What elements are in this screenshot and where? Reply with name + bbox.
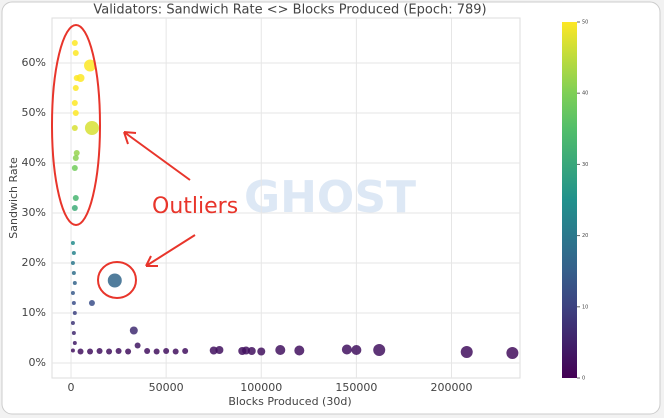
point [351, 345, 362, 355]
point [72, 110, 79, 116]
point [71, 301, 76, 305]
arrow [123, 131, 191, 181]
point [125, 348, 132, 355]
point [72, 311, 77, 315]
colorbar-tick-label: 0 [582, 376, 585, 382]
point [373, 344, 386, 356]
y-tick-label: 40% [22, 156, 46, 169]
y-tick-label: 20% [22, 256, 46, 269]
point [87, 348, 94, 355]
point [72, 341, 77, 345]
annotation: Outliers [152, 194, 238, 219]
point [107, 273, 122, 288]
point [506, 347, 519, 359]
y-tick-label: 10% [22, 306, 46, 319]
colorbar-tick-label: 30 [582, 162, 588, 168]
point [172, 348, 179, 355]
colorbar-tick-label: 10 [582, 304, 588, 310]
x-tick-label: 150000 [335, 381, 377, 394]
point [70, 261, 75, 265]
point [215, 346, 224, 354]
point [144, 348, 151, 354]
y-axis-label: Sandwich Rate [7, 157, 20, 239]
x-axis-label: Blocks Produced (30d) [228, 395, 351, 408]
point [70, 321, 75, 325]
point [71, 251, 76, 255]
highlight-ellipse [51, 24, 101, 226]
point [134, 342, 141, 349]
x-tick-label: 200000 [431, 381, 473, 394]
colorbar-tick-label: 50 [582, 20, 588, 26]
x-tick-label: 100000 [240, 381, 282, 394]
point [72, 195, 79, 201]
point [115, 348, 122, 354]
y-tick-label: 60% [22, 56, 46, 69]
point [96, 348, 103, 354]
arrow [145, 234, 196, 267]
point [84, 59, 97, 72]
x-tick-label: 50000 [149, 381, 184, 394]
y-tick-label: 50% [22, 106, 46, 119]
point [88, 300, 95, 306]
point [71, 331, 76, 335]
point [247, 347, 256, 355]
point [294, 345, 305, 356]
point [72, 155, 79, 161]
point [71, 271, 76, 275]
point [153, 348, 160, 355]
point [72, 281, 77, 285]
point [275, 345, 286, 355]
x-tick-label: 0 [68, 381, 75, 394]
point [71, 205, 78, 211]
point [71, 40, 78, 46]
plot-area [51, 17, 521, 379]
point [182, 348, 189, 354]
point [84, 121, 99, 135]
y-tick-label: 0% [29, 356, 46, 369]
watermark: GHOST [244, 172, 416, 223]
point [163, 348, 170, 354]
colorbar-tick-label: 20 [582, 233, 588, 239]
point [76, 74, 85, 82]
colorbar [562, 22, 577, 378]
point [70, 241, 75, 245]
y-tick-label: 30% [22, 206, 46, 219]
point [460, 346, 473, 358]
point [70, 291, 75, 295]
point [70, 348, 75, 353]
highlight-ellipse [97, 261, 137, 299]
point [77, 348, 84, 355]
point [71, 165, 78, 171]
point [72, 85, 79, 91]
point [73, 150, 80, 156]
point [71, 125, 78, 131]
colorbar-tick-label: 40 [582, 91, 588, 97]
point [257, 347, 266, 356]
chart-title: Validators: Sandwich Rate <> Blocks Prod… [93, 3, 486, 18]
point [129, 326, 138, 335]
point [106, 348, 113, 355]
point [72, 50, 79, 56]
point [71, 100, 78, 106]
point [341, 344, 352, 355]
